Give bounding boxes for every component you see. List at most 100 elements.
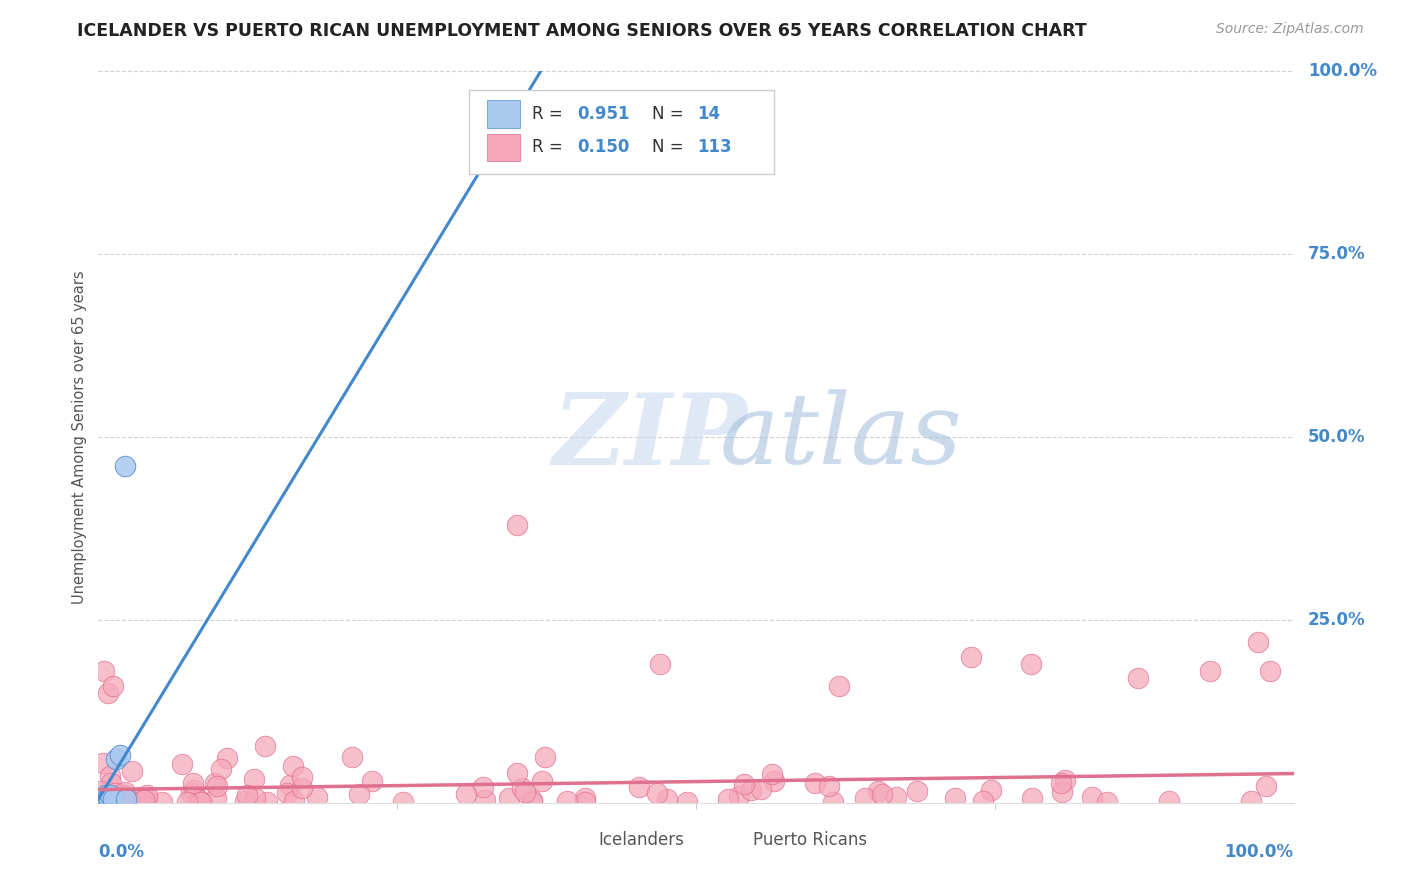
Point (188, 793, 211, 807)
Point (170, 756, 193, 771)
Point (645, 786, 668, 800)
Point (94, 791, 117, 805)
Point (821, 795, 844, 809)
Point (870, 788, 893, 802)
Point (628, 780, 651, 794)
Point (97, 789, 120, 804)
Point (101, 792, 124, 806)
Point (761, 767, 783, 781)
Point (114, 459, 136, 474)
Text: 100.0%: 100.0% (1308, 62, 1376, 80)
Point (342, 749, 364, 764)
Point (233, 793, 256, 807)
Point (91, 792, 114, 806)
Point (115, 793, 138, 807)
FancyBboxPatch shape (486, 134, 520, 161)
Point (104, 786, 127, 800)
Point (520, 795, 543, 809)
Point (657, 792, 679, 806)
Point (110, 788, 132, 802)
Text: 113: 113 (697, 138, 731, 156)
Text: 50.0%: 50.0% (1308, 428, 1365, 446)
Point (884, 789, 907, 804)
Point (943, 791, 966, 805)
Point (803, 776, 825, 790)
Point (125, 792, 148, 806)
Point (100, 775, 122, 789)
Point (93, 792, 115, 806)
Point (136, 791, 159, 805)
Text: Icelanders: Icelanders (598, 831, 683, 849)
Point (1256, 780, 1278, 794)
FancyBboxPatch shape (470, 90, 773, 174)
Point (1157, 794, 1180, 808)
Point (117, 793, 139, 807)
Point (305, 789, 328, 804)
Point (506, 517, 529, 532)
Y-axis label: Unemployment Among Seniors over 65 years: Unemployment Among Seniors over 65 years (72, 270, 87, 604)
Point (648, 657, 672, 671)
Point (236, 789, 259, 803)
Point (96, 792, 118, 806)
Point (530, 774, 553, 789)
Point (980, 783, 1002, 797)
Point (120, 794, 142, 808)
Point (105, 752, 128, 766)
Point (135, 793, 157, 807)
Point (183, 783, 205, 797)
Text: Source: ZipAtlas.com: Source: ZipAtlas.com (1216, 22, 1364, 37)
Point (472, 780, 495, 794)
Point (763, 773, 786, 788)
Point (190, 795, 212, 809)
Point (204, 776, 226, 790)
Point (291, 780, 314, 795)
Text: R =: R = (533, 104, 568, 123)
Point (574, 790, 596, 805)
Point (1199, 664, 1222, 678)
Point (278, 779, 301, 793)
Point (454, 787, 477, 801)
Point (243, 790, 266, 805)
Point (520, 793, 543, 807)
Point (276, 786, 298, 800)
Point (360, 774, 382, 789)
Point (90, 795, 112, 809)
Point (190, 795, 212, 809)
Point (1258, 664, 1281, 678)
Text: 14: 14 (697, 104, 720, 123)
Point (283, 759, 305, 773)
Point (1019, 657, 1042, 671)
Text: Puerto Ricans: Puerto Ricans (754, 831, 868, 849)
Point (176, 795, 198, 809)
Point (347, 787, 370, 801)
Point (960, 649, 983, 664)
Point (675, 795, 697, 809)
Point (510, 781, 533, 796)
Point (129, 789, 152, 804)
FancyBboxPatch shape (720, 832, 747, 848)
Point (574, 795, 596, 809)
Text: ICELANDER VS PUERTO RICAN UNEMPLOYMENT AMONG SENIORS OVER 65 YEARS CORRELATION C: ICELANDER VS PUERTO RICAN UNEMPLOYMENT A… (77, 22, 1087, 40)
Point (89, 784, 111, 798)
Point (205, 791, 228, 805)
Point (716, 791, 738, 805)
Point (101, 679, 124, 693)
Point (108, 748, 131, 763)
Point (91, 792, 114, 806)
Point (498, 791, 520, 805)
Point (89, 790, 111, 805)
Point (242, 772, 264, 787)
Point (134, 793, 156, 807)
Point (733, 777, 755, 791)
Point (1053, 772, 1076, 787)
Point (180, 786, 202, 800)
Point (818, 779, 841, 793)
Point (534, 749, 557, 764)
Point (828, 679, 851, 693)
Text: atlas: atlas (720, 390, 963, 484)
Point (291, 770, 314, 784)
Point (506, 766, 529, 780)
Point (1081, 789, 1104, 804)
Point (91, 789, 114, 804)
Text: ZIP: ZIP (553, 389, 748, 485)
